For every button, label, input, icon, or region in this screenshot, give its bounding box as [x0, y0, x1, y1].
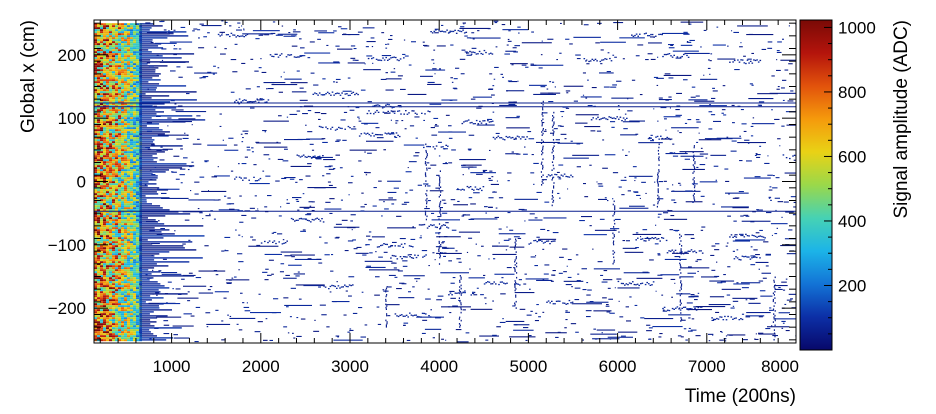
hit-segment-2: [372, 103, 395, 109]
colorbar-tick-label: 600: [838, 148, 866, 167]
hit-segment-22: [733, 255, 761, 261]
hit-segment-21: [729, 233, 766, 239]
hit-segment-42: [631, 32, 663, 38]
hit-segment-30: [394, 312, 432, 318]
y-axis-label: Global x (cm): [18, 20, 39, 133]
hit-segment-37: [583, 57, 613, 63]
hit-segment-16: [260, 240, 288, 245]
x-tick-label: 5000: [509, 357, 547, 376]
hit-segment-11: [234, 176, 262, 182]
hit-segment-5: [590, 116, 628, 122]
hit-segment-35: [466, 49, 494, 55]
x-tick-label: 6000: [599, 357, 637, 376]
colorbar-tick-label: 800: [838, 83, 866, 102]
x-axis: 1000 2000 3000 4000 5000 6000 7000 8000: [99, 20, 799, 376]
x-axis-label: Time (200ns): [685, 386, 796, 407]
hit-segment-23: [390, 254, 427, 260]
hit-segment-8: [358, 132, 401, 138]
x-tick-label: 7000: [688, 357, 726, 376]
colorbar-axis: 200 400 600 800 1000: [824, 18, 876, 335]
y-tick-label: −200: [48, 299, 86, 318]
y-tick-label: 200: [58, 46, 86, 65]
hit-segment-12: [546, 173, 574, 178]
x-tick-label: 8000: [761, 357, 799, 376]
plot-area: [94, 20, 796, 343]
x-tick-label: 1000: [153, 357, 191, 376]
x-tick-label: 2000: [242, 357, 280, 376]
hit-segment-28: [546, 299, 574, 305]
hit-segment-24: [323, 284, 354, 290]
vertical-segment-7: [514, 238, 518, 309]
vertical-segment-8: [458, 275, 462, 328]
x-tick-label: 3000: [331, 357, 369, 376]
vertical-segment-6: [656, 143, 660, 208]
colorbar-tick-label: 1000: [838, 18, 876, 37]
y-tick-label: 100: [58, 109, 86, 128]
hit-segment-34: [367, 56, 405, 62]
hit-segment-26: [483, 281, 521, 286]
y-tick-label: −100: [48, 236, 86, 255]
hit-segment-31: [711, 315, 744, 321]
hit-segment-36: [269, 53, 304, 58]
hit-segment-40: [217, 32, 249, 38]
colorbar: [799, 19, 833, 351]
hit-segment-10: [296, 154, 324, 160]
vertical-segment-2: [438, 170, 442, 265]
hit-segment-32: [318, 125, 351, 131]
saturated-region: [94, 23, 142, 342]
vertical-segment-1: [551, 111, 555, 207]
hit-segment-14: [290, 217, 325, 223]
hit-segment-0: [234, 98, 270, 103]
hit-segment-27: [617, 280, 655, 287]
fade-band: [139, 23, 206, 341]
x-tick-label: 4000: [420, 357, 458, 376]
hit-segment-18: [528, 239, 556, 245]
hit-segment-19: [635, 236, 668, 242]
y-tick-label: 0: [77, 173, 86, 192]
hit-segment-4: [461, 119, 494, 125]
hit-segment-41: [430, 29, 468, 34]
hit-segment-15: [412, 223, 450, 230]
vertical-segment-11: [385, 286, 388, 328]
noise-hits: [144, 20, 796, 343]
vertical-segment-10: [772, 276, 776, 341]
hit-segment-13: [457, 185, 485, 192]
y-axis: −200 −100 0 100 200: [48, 22, 796, 341]
vertical-segment-3: [424, 143, 428, 221]
hit-segment-39: [729, 59, 762, 65]
hit-segment-33: [492, 135, 528, 141]
colorbar-tick-label: 200: [838, 277, 866, 296]
colorbar-tick-label: 400: [838, 212, 866, 231]
colorbar-label: Signal amplitude (ADC): [891, 20, 912, 219]
